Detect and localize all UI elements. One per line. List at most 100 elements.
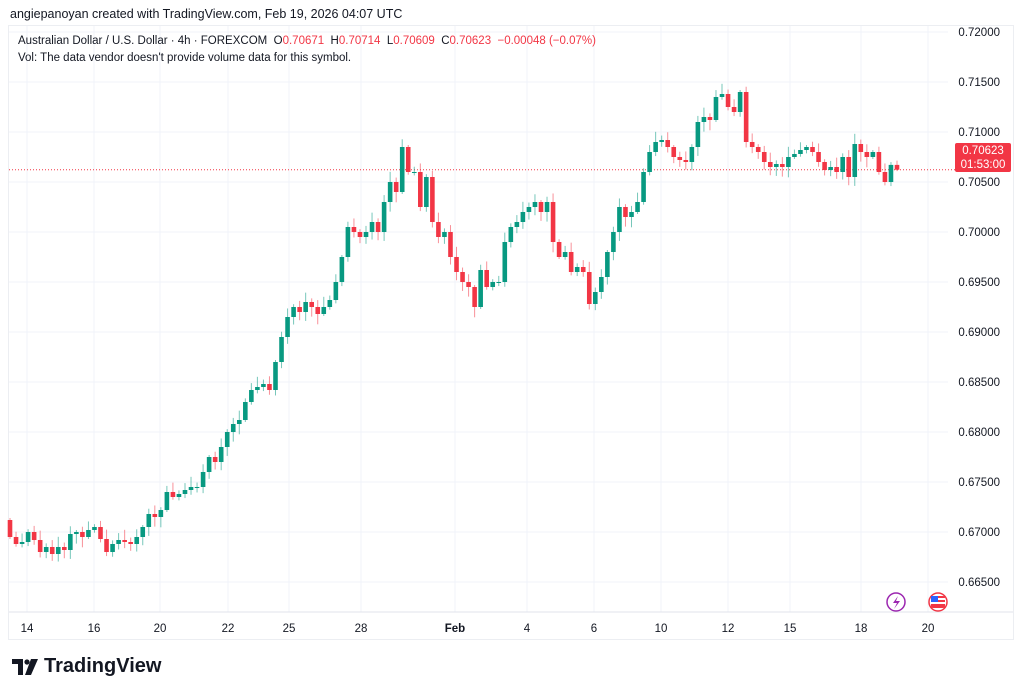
candle (683, 151, 689, 170)
last-price: 0.70623 (962, 145, 1004, 157)
candle-body (92, 527, 97, 530)
candle-body (786, 157, 791, 167)
candle-body (466, 282, 471, 287)
candle (194, 482, 200, 493)
candle (611, 226, 616, 261)
candle-body (707, 117, 713, 120)
candle-body (321, 307, 327, 314)
candle-body (68, 534, 73, 550)
candle-body (478, 270, 483, 307)
candle (309, 298, 315, 317)
candle-body (816, 152, 821, 162)
candle-body (74, 532, 79, 534)
candle (599, 269, 604, 299)
candle (345, 221, 351, 262)
candle-body (568, 252, 574, 272)
candle-body (309, 302, 315, 307)
candle-body (870, 152, 876, 157)
candle-body (418, 172, 423, 207)
candle (230, 417, 236, 442)
chart-credit: angiepanoyan created with TradingView.co… (10, 7, 403, 21)
candle-body (671, 147, 677, 157)
candle (369, 212, 375, 240)
candle (19, 533, 25, 548)
candle (291, 304, 296, 325)
y-tick-label: 0.67000 (958, 527, 1000, 539)
y-tick-label: 0.72000 (958, 27, 1000, 39)
candle (743, 86, 749, 148)
candle-body (303, 302, 308, 312)
candle-body (164, 492, 170, 510)
candle (43, 543, 49, 559)
candle (122, 529, 127, 549)
tradingview-logo[interactable]: TradingView (12, 655, 161, 678)
candle (182, 483, 188, 499)
candle-body (858, 144, 864, 152)
candle-body (351, 227, 357, 232)
candle-body (460, 272, 465, 282)
candle-body (556, 242, 562, 257)
lightning-icon[interactable] (886, 592, 906, 612)
candle-body (538, 202, 544, 212)
candle (798, 142, 803, 157)
candle (701, 107, 707, 132)
candle (460, 267, 465, 291)
candle (532, 194, 538, 216)
candle (176, 490, 182, 501)
candle (828, 160, 833, 177)
candle (520, 201, 526, 229)
candle (810, 141, 815, 157)
candle (876, 146, 882, 175)
x-tick-label: 15 (784, 623, 797, 635)
candle-body (267, 384, 272, 390)
candle (411, 166, 417, 176)
candle-body (689, 147, 695, 162)
candle-body (176, 494, 182, 497)
candle (580, 260, 586, 277)
candle-body (43, 547, 49, 552)
candle-body (822, 162, 827, 170)
candle-body (828, 167, 833, 170)
x-tick-label: 28 (355, 623, 368, 635)
candle-body (846, 157, 852, 177)
candle-body (442, 232, 447, 237)
candle (68, 526, 73, 559)
candle (405, 145, 411, 175)
candle (822, 159, 827, 176)
logo-text: TradingView (44, 655, 162, 677)
candle (243, 398, 248, 422)
candle (731, 99, 737, 117)
symbol-title[interactable]: Australian Dollar / U.S. Dollar · 4h · F… (18, 35, 268, 47)
candle-body (13, 537, 19, 544)
candle-body (411, 172, 417, 173)
candle-body (279, 337, 284, 362)
candle-body (31, 532, 37, 540)
candle-body (19, 542, 25, 544)
candle-body (387, 182, 393, 202)
candle-body (514, 222, 520, 227)
candle (31, 525, 37, 545)
candle-body (448, 232, 453, 257)
candle-body (375, 222, 381, 232)
candle-body (236, 420, 242, 424)
us-flag-icon[interactable] (928, 592, 948, 612)
candle-body (170, 492, 176, 497)
candle-body (188, 487, 194, 490)
candle-body (526, 207, 532, 212)
candle (418, 163, 423, 212)
y-tick-label: 0.70500 (958, 177, 1000, 189)
candle (562, 245, 568, 260)
price-axis: 0.72000 0.71500 0.71000 0.70500 0.70000 0.695… (958, 27, 1000, 589)
candle-body (146, 514, 152, 527)
candle-body (285, 317, 290, 337)
candle-body (134, 537, 140, 544)
candle-body (86, 530, 91, 537)
candle (399, 139, 405, 194)
candle-body (695, 122, 701, 147)
open-label: O (273, 35, 283, 47)
candle (279, 331, 284, 369)
candle (466, 274, 471, 297)
x-tick-label: 25 (283, 623, 296, 635)
candle (749, 133, 755, 154)
